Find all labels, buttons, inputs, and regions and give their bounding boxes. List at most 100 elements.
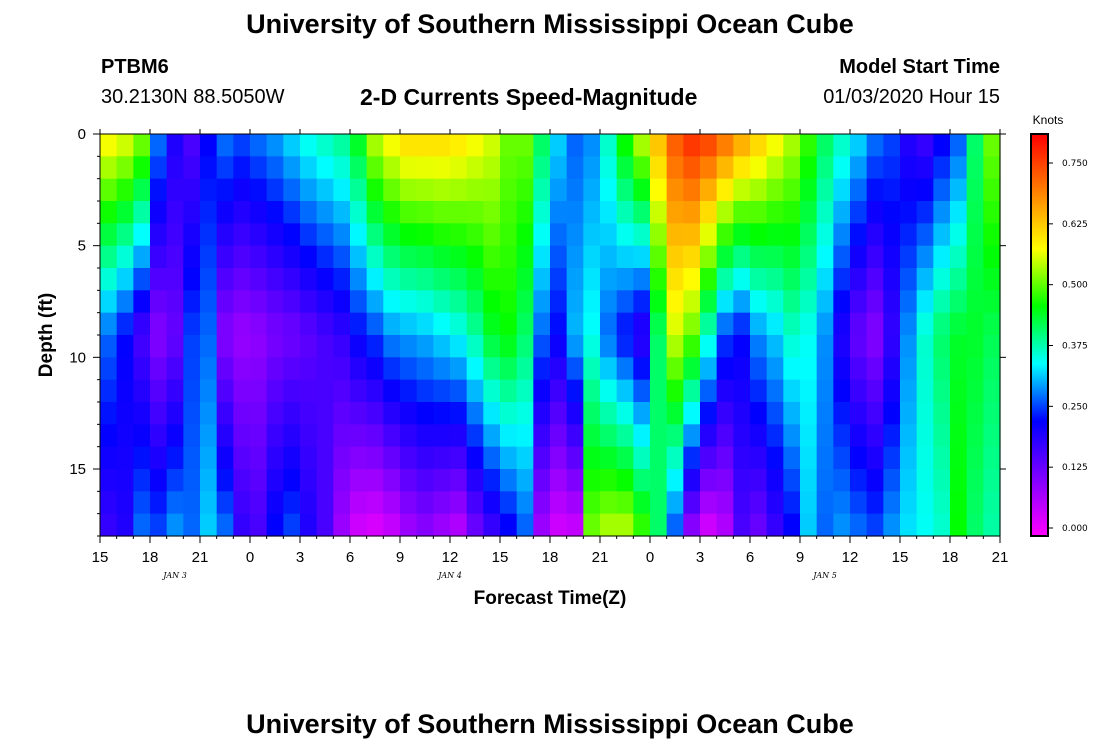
heatmap-cell	[833, 178, 851, 202]
heatmap-cell	[533, 178, 551, 202]
heatmap-cell	[850, 357, 868, 381]
heatmap-cell	[250, 245, 268, 269]
heatmap-cell	[733, 379, 751, 403]
date-label: JAN 3	[161, 571, 187, 580]
heatmap-cell	[933, 156, 951, 180]
heatmap-cell	[366, 357, 384, 381]
heatmap-cell	[633, 156, 651, 180]
heatmap-cell	[883, 134, 901, 157]
heatmap-cell	[416, 491, 434, 515]
heatmap-cell	[800, 335, 818, 358]
heatmap-cell	[200, 357, 218, 381]
heatmap-cell	[150, 134, 168, 157]
heatmap-cell	[316, 245, 334, 269]
heatmap-cell	[850, 446, 868, 470]
heatmap-cell	[233, 201, 251, 224]
heatmap-cell	[233, 178, 251, 202]
heatmap-cell	[250, 335, 268, 358]
heatmap-cell	[716, 491, 734, 515]
heatmap-cell	[783, 402, 801, 425]
heatmap-cell	[233, 424, 251, 448]
heatmap-cell	[916, 223, 934, 247]
heatmap-cell	[400, 290, 418, 314]
heatmap-cell	[750, 469, 768, 492]
x-tick-label: 18	[942, 549, 959, 566]
heatmap-cell	[800, 379, 818, 403]
heatmap-cell	[316, 424, 334, 448]
heatmap-cell	[800, 446, 818, 470]
heatmap-cell	[183, 134, 201, 157]
heatmap-cell	[400, 245, 418, 269]
heatmap-cell	[883, 201, 901, 224]
heatmap-cell	[350, 357, 368, 381]
heatmap-cell	[183, 290, 201, 314]
heatmap-cell	[800, 268, 818, 291]
heatmap-cell	[533, 491, 551, 515]
heatmap-cell	[383, 223, 401, 247]
heatmap-cell	[266, 357, 284, 381]
heatmap-cell	[783, 469, 801, 492]
heatmap-cell	[200, 469, 218, 492]
heatmap-cell	[866, 379, 884, 403]
heatmap-cell	[516, 446, 534, 470]
heatmap-cell	[300, 268, 318, 291]
heatmap-cell	[183, 491, 201, 515]
heatmap-cell	[616, 290, 634, 314]
heatmap-cell	[533, 268, 551, 291]
heatmap-cell	[250, 312, 268, 336]
heatmap-cell	[466, 513, 484, 537]
heatmap-cell	[533, 134, 551, 157]
heatmap-cell	[233, 513, 251, 537]
heatmap-cell	[633, 379, 651, 403]
heatmap-cell	[400, 268, 418, 291]
heatmap-cell	[316, 513, 334, 537]
heatmap-cell	[733, 446, 751, 470]
heatmap-cell	[766, 469, 784, 492]
heatmap-cell	[950, 312, 968, 336]
heatmap-cell	[700, 178, 718, 202]
heatmap-cell	[550, 469, 568, 492]
heatmap-cell	[433, 312, 451, 336]
heatmap-cell	[966, 312, 984, 336]
heatmap-cell	[766, 491, 784, 515]
heatmap-cell	[483, 402, 501, 425]
heatmap-cell	[416, 178, 434, 202]
heatmap-cell	[483, 178, 501, 202]
heatmap-cell	[866, 201, 884, 224]
heatmap-cell	[850, 424, 868, 448]
heatmap-cell	[566, 469, 584, 492]
heatmap-cell	[716, 312, 734, 336]
heatmap-cell	[550, 312, 568, 336]
heatmap-cell	[550, 178, 568, 202]
heatmap-cell	[383, 379, 401, 403]
heatmap-cell	[400, 513, 418, 537]
heatmap-cell	[116, 335, 134, 358]
heatmap-cell	[500, 469, 518, 492]
heatmap-cell	[800, 223, 818, 247]
heatmap-cell	[116, 290, 134, 314]
heatmap-cell	[716, 402, 734, 425]
heatmap-cell	[683, 424, 701, 448]
heatmap-cell	[833, 424, 851, 448]
heatmap-cell	[750, 201, 768, 224]
heatmap-cell	[933, 335, 951, 358]
heatmap-cell	[833, 245, 851, 269]
heatmap-cell	[633, 201, 651, 224]
heatmap-cell	[783, 156, 801, 180]
x-tick-label: 9	[796, 549, 804, 566]
heatmap-cell	[400, 134, 418, 157]
heatmap-cell	[916, 290, 934, 314]
heatmap-cell	[416, 424, 434, 448]
heatmap-cell	[516, 223, 534, 247]
heatmap-cell	[966, 156, 984, 180]
heatmap-cell	[416, 268, 434, 291]
heatmap-cell	[133, 245, 151, 269]
heatmap-cell	[583, 335, 601, 358]
heatmap-cell	[516, 268, 534, 291]
heatmap-cell	[400, 223, 418, 247]
heatmap-cell	[383, 201, 401, 224]
heatmap-cell	[100, 201, 118, 224]
heatmap-cell	[616, 201, 634, 224]
heatmap-cell	[533, 469, 551, 492]
heatmap-cell	[100, 469, 118, 492]
